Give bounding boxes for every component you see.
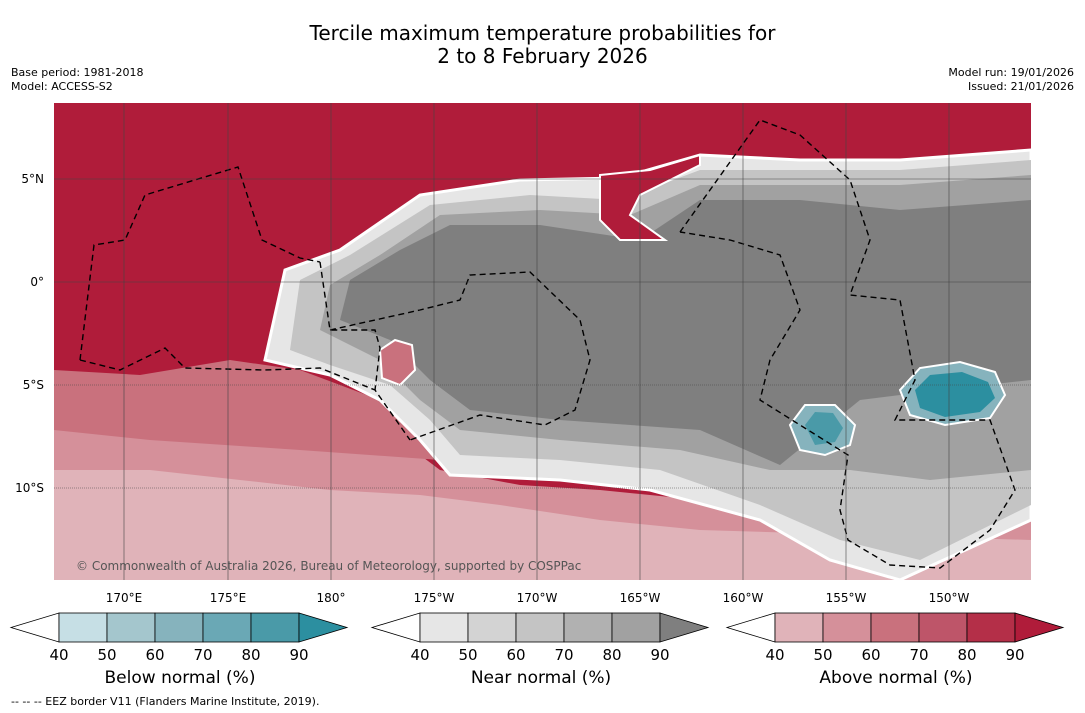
colorbar-segment (563, 612, 613, 643)
colorbar-extend-high (659, 612, 710, 643)
map-fields (54, 103, 1031, 580)
colorbar-segment (202, 612, 252, 643)
colorbar-tick-label: 70 (554, 646, 573, 664)
region-near-90 (340, 200, 1031, 465)
colorbar-segment (966, 612, 1016, 643)
colorbar-extend-low (725, 612, 776, 643)
lon-labels: 170°E 175°E 180° 175°W 170°W 165°W 160°W… (106, 591, 970, 605)
lat-label: 5°S (23, 378, 44, 392)
colorbar-tick-label: 90 (650, 646, 669, 664)
colorbars: 40 50 60 70 80 90 40 50 60 70 80 90 40 50 60 70 80 90 (9, 612, 1065, 664)
colorbar-tick-label: 50 (97, 646, 116, 664)
lon-label: 175°W (414, 591, 455, 605)
title-line-1: Tercile maximum temperature probabilitie… (309, 21, 776, 45)
lat-label: 0° (30, 275, 44, 289)
colorbar-extend-low (9, 612, 60, 643)
region-above-blob (378, 338, 417, 387)
region-below-east-core (915, 372, 995, 417)
eez-footnote: -- -- -- EEZ border V11 (Flanders Marine… (11, 695, 320, 708)
colorbar-extend-high (298, 612, 349, 643)
colorbar-tick-label: 90 (1005, 646, 1024, 664)
copyright-text: © Commonwealth of Australia 2026, Bureau… (76, 559, 581, 573)
colorbar-segment (774, 612, 824, 643)
colorbar-segment (515, 612, 565, 643)
region-below-west-core (805, 412, 843, 445)
colorbar-label-below: Below normal (%) (104, 668, 256, 688)
eez-line-islands (679, 119, 1016, 569)
colorbar-tick-label: 50 (813, 646, 832, 664)
colorbar-segment (419, 612, 469, 643)
colorbar-segment (154, 612, 204, 643)
eez-borders (79, 119, 1016, 569)
colorbar-extend-low (370, 612, 421, 643)
colorbar-tick-label: 80 (602, 646, 621, 664)
base-period: Base period: 1981-2018 (11, 66, 144, 79)
colorbar-segment (58, 612, 108, 643)
eez-kiribati-gilbert (79, 166, 321, 361)
colorbar-tick-label: 80 (241, 646, 260, 664)
region-above-tongue (599, 153, 701, 241)
model-name: Model: ACCESS-S2 (11, 80, 113, 93)
colorbar-segment (822, 612, 872, 643)
eez-phoenix (319, 261, 591, 441)
model-run: Model run: 19/01/2026 (948, 66, 1074, 79)
lon-label: 170°W (517, 591, 558, 605)
issued-date: Issued: 21/01/2026 (967, 80, 1074, 93)
lon-label: 180° (317, 591, 346, 605)
lon-label: 165°W (620, 591, 661, 605)
colorbar-segment (870, 612, 920, 643)
colorbar-segment (918, 612, 968, 643)
colorbar-tick-label: 70 (193, 646, 212, 664)
colorbar-tick-label: 40 (410, 646, 429, 664)
colorbar-tick-label: 50 (458, 646, 477, 664)
colorbar-tick-label: 60 (145, 646, 164, 664)
region-above-south-light (54, 470, 1031, 580)
colorbar-tick-label: 80 (957, 646, 976, 664)
colorbar-tick-label: 70 (909, 646, 928, 664)
map-gridlines (54, 103, 1031, 580)
colorbar-segment (467, 612, 517, 643)
lat-labels: 5°N 0° 5°S 10°S (15, 172, 44, 495)
colorbar-tick-label: 60 (861, 646, 880, 664)
chart-title: Tercile maximum temperature probabilitie… (0, 22, 1085, 68)
meta-right: Model run: 19/01/2026 Issued: 21/01/2026 (948, 66, 1074, 94)
colorbar-tick-label: 90 (289, 646, 308, 664)
colorbar-segment (106, 612, 156, 643)
colorbar-tick-label: 40 (765, 646, 784, 664)
meta-left: Base period: 1981-2018 Model: ACCESS-S2 (11, 66, 143, 94)
colorbar-label-near: Near normal (%) (470, 668, 612, 688)
colorbar-extend-high (1014, 612, 1065, 643)
lat-label: 10°S (15, 481, 44, 495)
title-line-2: 2 to 8 February 2026 (437, 44, 648, 68)
colorbar-segment (611, 612, 661, 643)
lon-label: 170°E (106, 591, 143, 605)
lon-label: 155°W (826, 591, 867, 605)
colorbar-label-above: Above normal (%) (819, 668, 973, 688)
colorbar-segment (250, 612, 300, 643)
lon-label: 150°W (929, 591, 970, 605)
lon-label: 160°W (723, 591, 764, 605)
colorbar-tick-label: 40 (49, 646, 68, 664)
lon-label: 175°E (210, 591, 247, 605)
eez-tuvalu (79, 347, 411, 441)
lat-label: 5°N (21, 172, 44, 186)
colorbar-tick-label: 60 (506, 646, 525, 664)
